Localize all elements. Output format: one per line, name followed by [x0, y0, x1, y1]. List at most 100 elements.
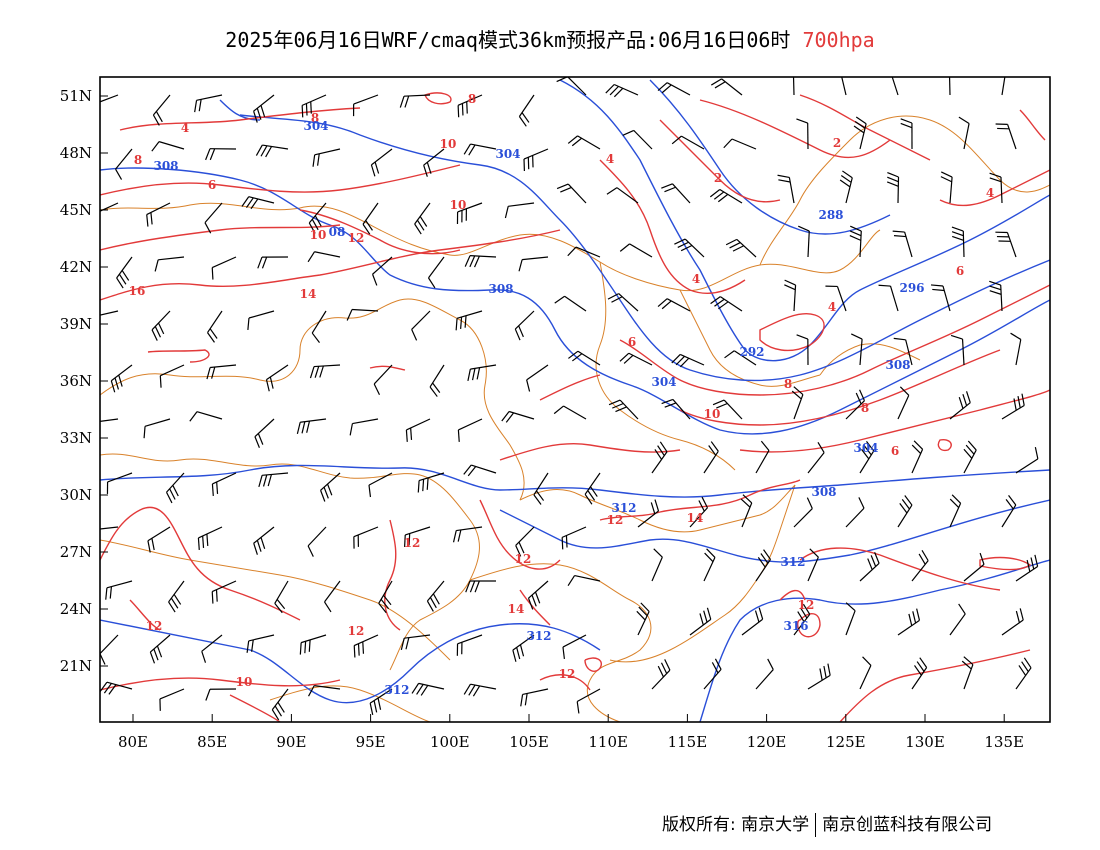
wind-barb: [400, 634, 431, 650]
lon-label: 120E: [747, 733, 787, 751]
wind-barb: [100, 202, 119, 212]
wind-barb: [100, 634, 119, 665]
lat-label: 39N: [60, 315, 92, 333]
temp-label: 12: [515, 552, 532, 566]
temp-label: 4: [692, 272, 700, 286]
wind-barb: [963, 440, 977, 474]
wind-barb: [414, 202, 431, 235]
wind-barb: [100, 418, 119, 422]
wind-barb: [651, 548, 663, 582]
temp-label: 2: [833, 136, 841, 150]
wind-barb: [246, 634, 275, 653]
lat-label: 24N: [60, 600, 92, 618]
wind-barb: [353, 634, 379, 658]
wind-barb: [723, 138, 757, 150]
wind-barb: [703, 658, 722, 690]
wind-barb: [324, 580, 341, 613]
wind-barb: [792, 77, 795, 96]
hgt-label: 308: [885, 358, 910, 372]
wind-barb: [636, 602, 650, 636]
wind-barb: [755, 658, 774, 690]
temp-label: 8: [784, 377, 792, 391]
wind-barb: [301, 94, 327, 118]
wind-barb: [725, 238, 757, 258]
axis-ticks: [100, 95, 1005, 722]
wind-barb: [247, 310, 275, 331]
wind-barb: [399, 94, 431, 108]
wind-barb: [197, 526, 223, 550]
wind-barb: [464, 255, 497, 268]
hgt-label: 316: [783, 619, 808, 633]
longitude-labels: 80E 85E 90E 95E 100E 105E 110E 115E 120E 125E 130E…: [118, 733, 1024, 751]
wind-barb: [463, 464, 497, 477]
wind-barb: [100, 310, 119, 316]
lon-label: 95E: [356, 733, 386, 751]
wind-barb: [211, 472, 237, 496]
wind-barb: [362, 202, 379, 235]
wind-barb: [456, 634, 483, 656]
wind-barb: [349, 418, 379, 436]
lon-label: 90E: [276, 733, 306, 751]
temp-label: 10: [310, 228, 327, 242]
wind-barb: [427, 256, 445, 289]
wind-barb: [940, 171, 953, 204]
wind-barb: [892, 230, 913, 258]
wind-barb: [845, 389, 866, 420]
wind-barb: [897, 386, 910, 420]
wind-barb: [143, 418, 171, 439]
wind-barb: [949, 494, 962, 528]
wind-barb: [741, 607, 764, 636]
wind-barb: [518, 94, 535, 127]
wind-barb: [622, 129, 653, 150]
wind-barb: [299, 634, 327, 655]
wind-barb: [370, 148, 393, 177]
wind-barb: [1015, 447, 1039, 474]
wind-barb: [1001, 393, 1025, 420]
wind-barb: [911, 657, 928, 690]
wind-barb: [878, 284, 899, 312]
wind-barb: [845, 602, 856, 636]
temp-label: 12: [348, 624, 365, 638]
wind-barb: [556, 183, 587, 204]
wind-barb: [346, 308, 379, 321]
wind-barb: [308, 202, 327, 234]
wind-barb: [911, 440, 924, 474]
wind-barb: [106, 472, 133, 494]
wind-barb: [457, 94, 483, 118]
wind-barb: [274, 580, 289, 614]
temp-label: 10: [450, 198, 467, 212]
hgt-label: 08: [329, 225, 346, 239]
wind-barb: [963, 552, 985, 582]
wind-barb: [254, 418, 275, 449]
lon-label: 115E: [668, 733, 708, 751]
temp-label: 4: [606, 152, 614, 166]
wind-barb: [417, 472, 445, 493]
wind-barb: [995, 231, 1017, 258]
wind-barb: [712, 399, 743, 420]
hgt-label: 312: [384, 683, 409, 697]
wind-barb: [859, 656, 872, 690]
wind-barb: [989, 280, 1003, 312]
temp-label: 4: [986, 186, 994, 200]
temp-label: 8: [861, 401, 869, 415]
wind-barb: [115, 148, 133, 180]
wind-barb: [710, 78, 743, 96]
wind-barb: [995, 123, 1017, 150]
wind-barb: [512, 634, 535, 662]
wind-barb: [465, 580, 497, 593]
temp-label: 8: [468, 92, 476, 106]
wind-barb: [151, 310, 171, 341]
lat-label: 36N: [60, 372, 92, 390]
wind-barb: [467, 364, 497, 382]
wind-barb: [637, 499, 660, 528]
wind-barb: [841, 77, 847, 96]
wind-barb: [423, 148, 445, 177]
wind-barb: [258, 472, 289, 488]
wind-barb: [661, 398, 691, 420]
wind-barb: [859, 552, 880, 582]
lon-label: 125E: [826, 733, 866, 751]
wind-barb: [265, 364, 289, 392]
wind-barb: [368, 472, 393, 498]
wind-barb: [951, 226, 965, 258]
wind-barb: [1001, 77, 1006, 96]
